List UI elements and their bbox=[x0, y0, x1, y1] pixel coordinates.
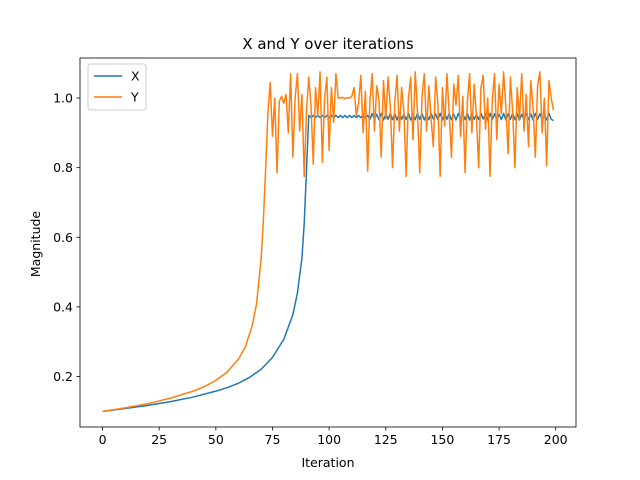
y-axis-label: Magnitude bbox=[28, 211, 43, 278]
series-line-y bbox=[102, 71, 555, 413]
y-tick-label: 0.4 bbox=[53, 299, 73, 314]
x-tick-label: 50 bbox=[208, 432, 224, 447]
x-axis-label: Iteration bbox=[301, 455, 354, 470]
chart-title: X and Y over iterations bbox=[242, 35, 414, 53]
x-tick-label: 25 bbox=[151, 432, 167, 447]
plot-area bbox=[79, 57, 577, 428]
x-tick-label: 175 bbox=[487, 432, 511, 447]
x-tick-label: 75 bbox=[265, 432, 281, 447]
x-tick-label: 150 bbox=[430, 432, 454, 447]
x-tick-label: 0 bbox=[99, 432, 107, 447]
legend-label-x: X bbox=[131, 69, 140, 84]
legend: XY bbox=[87, 63, 147, 111]
x-tick-label: 200 bbox=[544, 432, 568, 447]
x-tick-label: 100 bbox=[317, 432, 341, 447]
x-axis: 0 25 50 75 100 125 150 175 200 bbox=[99, 427, 568, 447]
y-tick-label: 0.6 bbox=[53, 230, 73, 245]
y-tick-label: 0.2 bbox=[53, 369, 73, 384]
x-tick-label: 125 bbox=[374, 432, 398, 447]
y-tick-label: 1.0 bbox=[53, 91, 73, 106]
axes-frame bbox=[79, 57, 577, 428]
legend-label-y: Y bbox=[130, 90, 139, 105]
y-tick-label: 0.8 bbox=[53, 160, 73, 175]
series-layer bbox=[102, 71, 555, 413]
y-axis: 0.2 0.4 0.6 0.8 1.0 bbox=[53, 91, 80, 384]
